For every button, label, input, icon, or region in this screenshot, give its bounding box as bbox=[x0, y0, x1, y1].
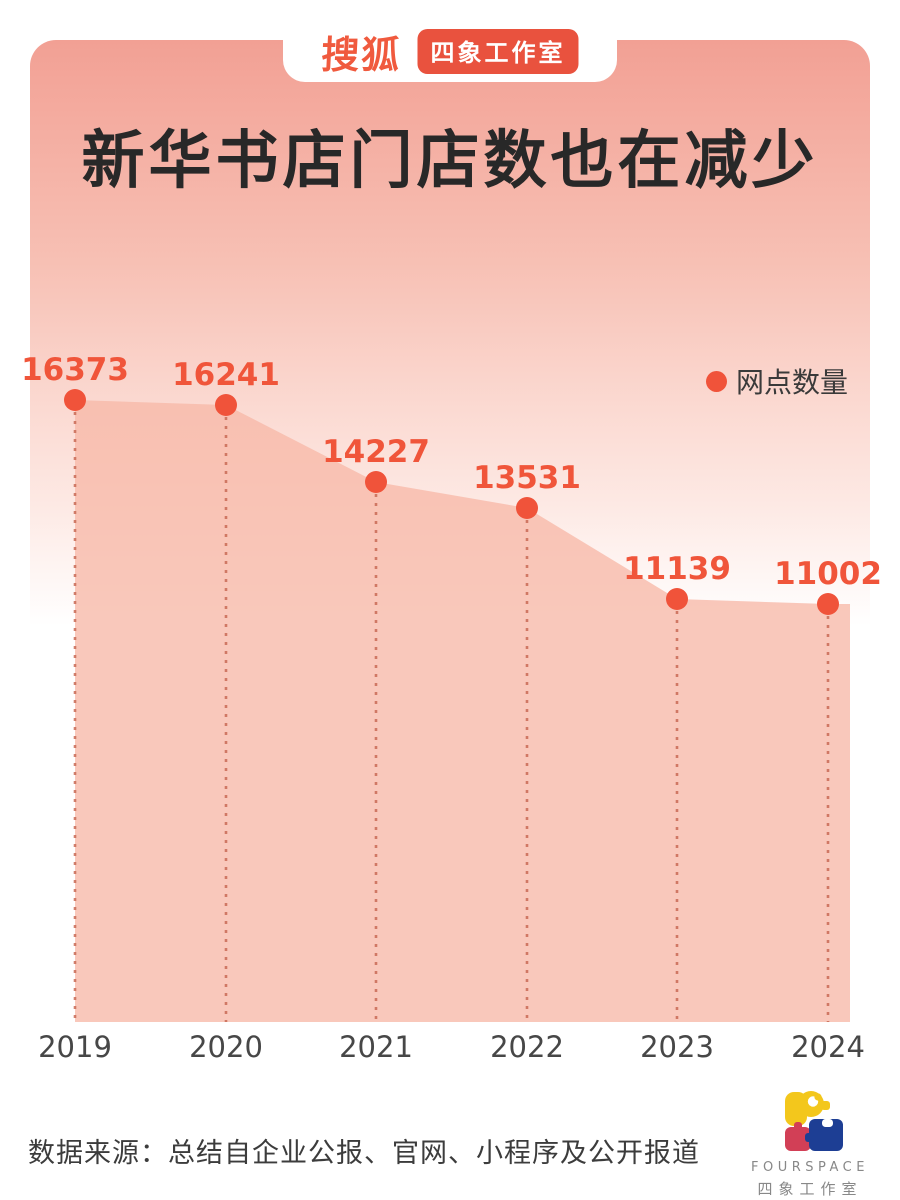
x-axis-label: 2023 bbox=[640, 1030, 714, 1064]
data-point-dot bbox=[365, 471, 387, 493]
data-point-value-label: 11002 bbox=[774, 556, 882, 592]
chart-title: 新华书店门店数也在减少 bbox=[81, 124, 819, 197]
data-point-dot bbox=[817, 593, 839, 615]
data-point-value-label: 16241 bbox=[172, 357, 280, 393]
data-point-dot bbox=[666, 588, 688, 610]
legend-label: 网点数量 bbox=[736, 366, 849, 399]
data-point-dot bbox=[215, 394, 237, 416]
legend-dot-icon bbox=[706, 370, 727, 392]
data-point-value-label: 13531 bbox=[473, 460, 581, 496]
studio-badge: 四象工作室 bbox=[417, 29, 579, 74]
x-axis-label: 2020 bbox=[189, 1030, 263, 1064]
x-axis-label: 2022 bbox=[490, 1030, 564, 1064]
x-axis-label: 2019 bbox=[38, 1030, 112, 1064]
data-point-value-label: 11139 bbox=[623, 551, 731, 587]
fourspace-logo-block: FOURSPACE 四象工作室 bbox=[745, 1086, 875, 1199]
fourspace-logo-subtext: 四象工作室 bbox=[757, 1180, 863, 1198]
x-axis-label: 2024 bbox=[791, 1030, 865, 1064]
legend: 网点数量 bbox=[706, 361, 848, 401]
x-axis-label: 2021 bbox=[339, 1030, 413, 1064]
area-fill bbox=[75, 400, 850, 1022]
data-point-value-label: 16373 bbox=[21, 352, 129, 388]
data-point-dot bbox=[64, 389, 86, 411]
data-point-value-label: 14227 bbox=[322, 434, 430, 470]
fourspace-puzzle-elephant-icon bbox=[785, 1091, 843, 1151]
header-logos: 搜狐 四象工作室 bbox=[320, 24, 579, 79]
data-source-note: 数据来源：总结自企业公报、官网、小程序及公开报道 bbox=[28, 1138, 700, 1169]
data-point-dot bbox=[516, 497, 538, 519]
fourspace-logo-name: FOURSPACE bbox=[751, 1160, 869, 1175]
